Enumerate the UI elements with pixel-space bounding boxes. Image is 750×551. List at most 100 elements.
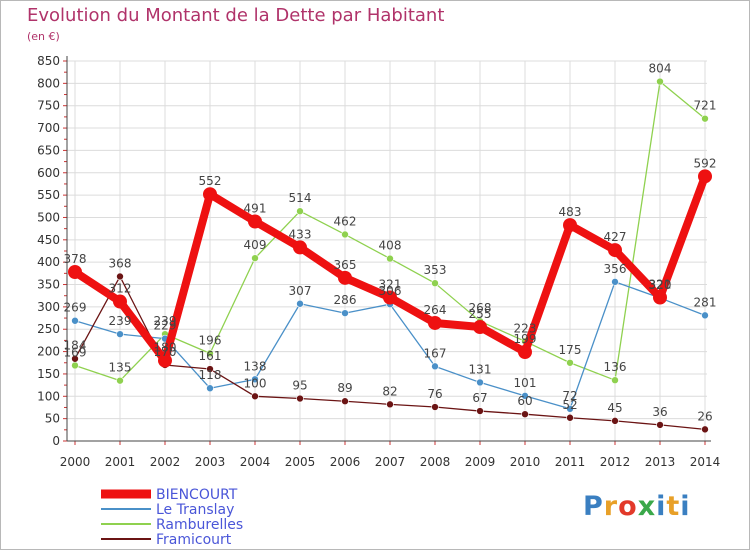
data-point (521, 392, 529, 400)
y-tick-label: 550 (37, 188, 60, 202)
data-point (158, 353, 172, 368)
data-label: 269 (64, 301, 87, 315)
data-label: 306 (379, 284, 402, 298)
data-label: 45 (607, 401, 622, 415)
data-label: 312 (109, 282, 132, 296)
data-label: 409 (244, 238, 267, 252)
data-label: 76 (427, 387, 442, 401)
data-point (116, 330, 124, 338)
legend-label: Le Translay (156, 502, 234, 518)
x-tick-label: 2001 (105, 455, 136, 469)
data-point (71, 354, 79, 363)
legend-label: BIENCOURT (156, 487, 238, 503)
data-label: 804 (649, 62, 672, 76)
data-label: 356 (604, 262, 627, 276)
logo-letter: o (618, 491, 638, 522)
data-point (71, 361, 79, 370)
data-point (611, 417, 619, 425)
data-label: 169 (64, 345, 87, 359)
y-tick-label: 300 (37, 300, 60, 314)
x-tick-label: 2003 (195, 455, 226, 469)
data-point (248, 214, 262, 229)
y-tick-label: 650 (37, 143, 60, 157)
data-point (116, 272, 124, 281)
logo-letter: x (637, 491, 657, 522)
y-tick-label: 500 (37, 210, 60, 224)
data-label: 552 (199, 174, 222, 188)
logo-letter: i (656, 491, 667, 522)
data-label: 135 (109, 361, 132, 375)
data-label: 161 (199, 349, 222, 363)
data-point (251, 375, 259, 384)
data-label: 368 (109, 256, 132, 270)
data-point (656, 421, 664, 429)
data-point (341, 397, 349, 406)
data-point (113, 294, 127, 309)
data-point (251, 392, 259, 401)
data-point (431, 279, 439, 287)
data-point (71, 316, 79, 325)
data-point (203, 187, 217, 202)
data-label: 320 (649, 278, 672, 292)
data-label: 138 (244, 359, 267, 373)
data-point (653, 290, 667, 305)
data-label: 239 (109, 314, 132, 328)
data-point (698, 169, 712, 184)
y-tick-label: 100 (37, 389, 60, 403)
data-point (116, 376, 124, 385)
data-label: 365 (334, 258, 357, 272)
data-point (383, 290, 397, 305)
data-point (476, 407, 484, 415)
y-tick-label: 0 (52, 434, 60, 448)
legend-label: Framicourt (156, 532, 232, 548)
data-point (206, 365, 214, 373)
data-label: 229 (154, 319, 177, 333)
data-label: 89 (337, 381, 352, 395)
data-label: 26 (697, 409, 712, 423)
y-tick-label: 600 (37, 166, 60, 180)
data-label: 286 (334, 293, 357, 307)
y-tick-label: 150 (37, 367, 60, 381)
x-tick-label: 2008 (420, 455, 451, 469)
logo-letter: i (680, 491, 691, 522)
x-tick-label: 2005 (285, 455, 316, 469)
data-point (521, 410, 529, 418)
data-label: 180 (154, 341, 177, 355)
data-label: 100 (244, 376, 267, 390)
plot-area (67, 61, 707, 441)
data-label: 592 (694, 156, 717, 170)
data-point (473, 320, 487, 334)
data-label: 281 (694, 295, 717, 309)
data-point (431, 362, 439, 371)
data-point (206, 384, 214, 393)
data-point (566, 358, 574, 367)
y-tick-label: 700 (37, 121, 60, 135)
data-label: 223 (514, 321, 537, 335)
data-label: 167 (424, 346, 447, 360)
x-tick-label: 2010 (510, 455, 541, 469)
y-tick-label: 250 (37, 322, 60, 336)
data-label: 321 (379, 277, 402, 291)
x-tick-label: 2006 (330, 455, 361, 469)
x-tick-label: 2013 (645, 455, 676, 469)
data-label: 433 (289, 227, 312, 241)
logo-letter: r (603, 491, 619, 522)
data-point (563, 218, 577, 233)
data-point (701, 311, 709, 320)
logo-letter: t (666, 491, 681, 522)
data-label: 67 (472, 391, 487, 405)
data-point (386, 254, 394, 263)
data-point (68, 265, 82, 280)
data-point (251, 254, 259, 262)
data-label: 514 (289, 191, 312, 205)
data-label: 427 (604, 230, 627, 244)
data-point (206, 349, 214, 358)
data-point (296, 394, 304, 403)
data-label: 239 (154, 314, 177, 328)
data-label: 95 (292, 379, 307, 393)
data-label: 491 (244, 201, 267, 215)
data-label: 255 (469, 307, 492, 321)
y-tick-label: 50 (45, 412, 60, 426)
data-label: 131 (469, 362, 492, 376)
legend-label: Ramburelles (156, 517, 243, 533)
